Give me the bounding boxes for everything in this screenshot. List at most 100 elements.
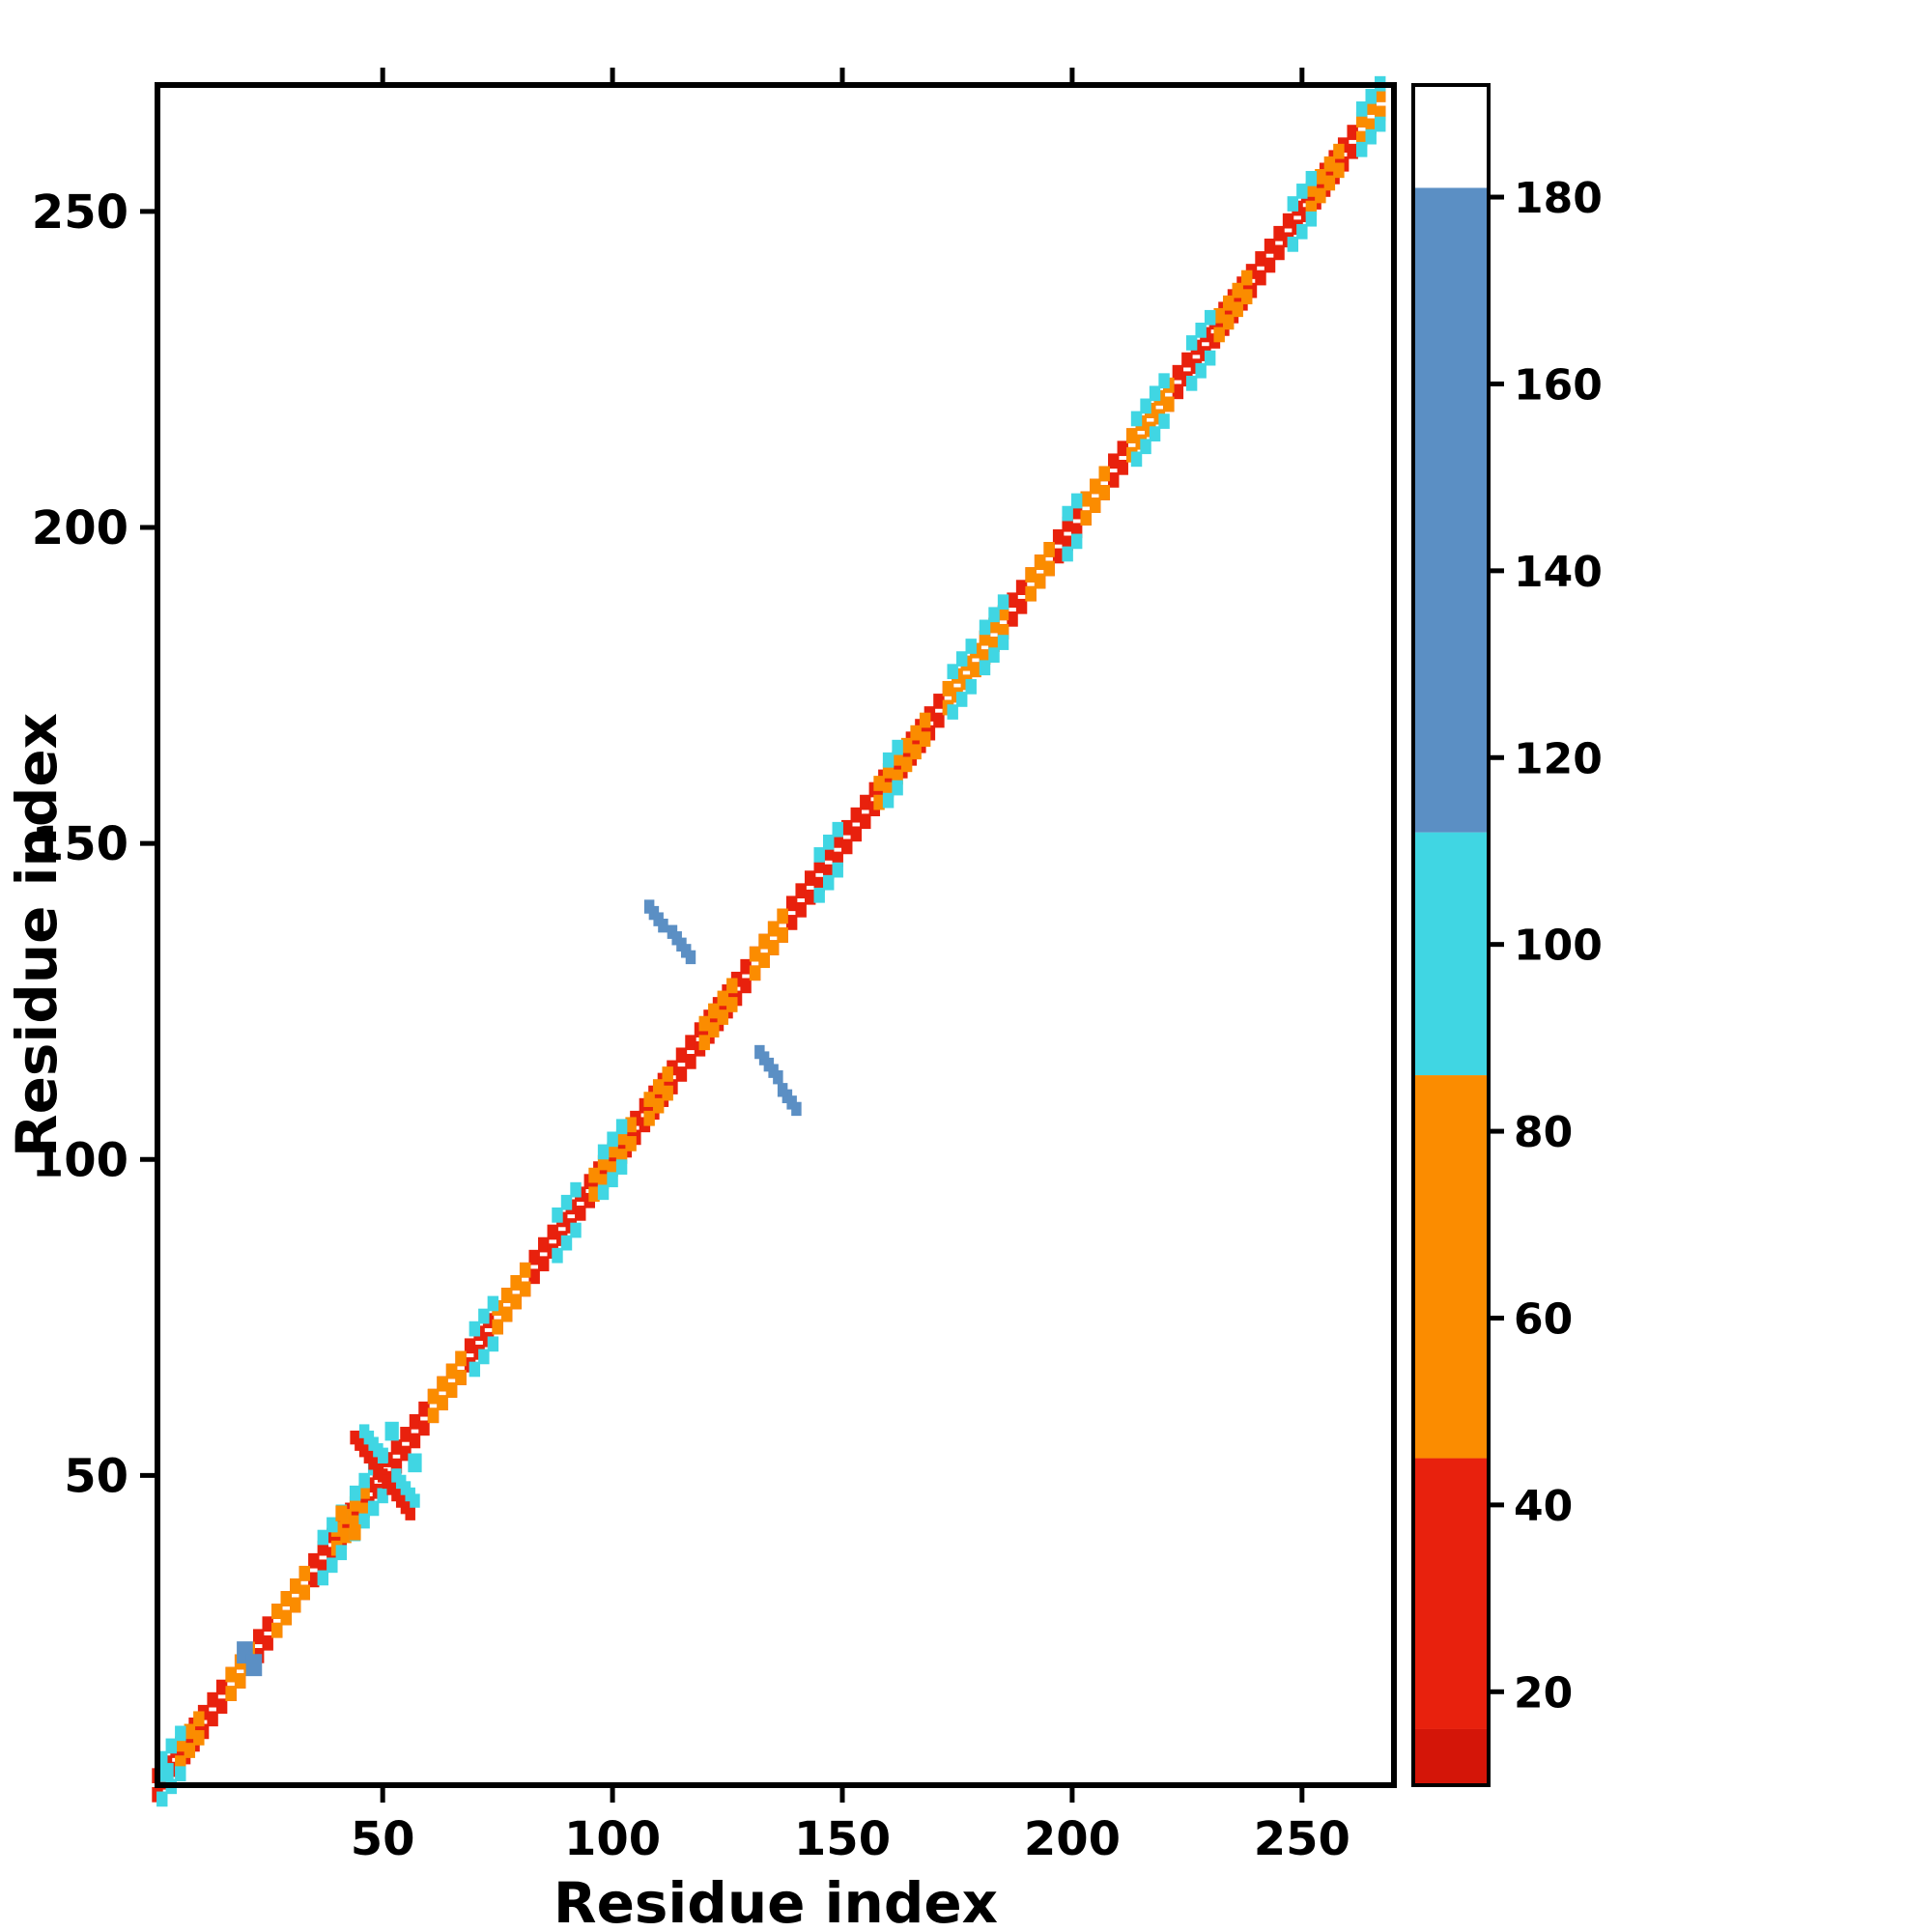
contact-cell: [349, 1485, 361, 1501]
contact-cell: [597, 1174, 610, 1190]
contact-cell: [1062, 546, 1073, 562]
contact-cell: [156, 1750, 168, 1767]
contact-cell: [1043, 542, 1055, 557]
contact-cell: [510, 1275, 522, 1291]
contact-cell: [708, 1003, 720, 1019]
contact-cell: [841, 838, 853, 855]
contact-cell: [685, 950, 696, 965]
contact-cell: [1375, 86, 1386, 102]
contact-cell: [860, 794, 871, 810]
contact-cell: [813, 876, 825, 893]
contact-cell: [1264, 238, 1276, 254]
contact-cell: [409, 1433, 421, 1449]
contact-cell: [349, 1495, 361, 1512]
contact-cell: [455, 1370, 467, 1385]
contact-cell: [418, 1420, 430, 1436]
contact-cell: [988, 637, 1000, 652]
contact-cell: [900, 737, 913, 753]
contact-cell: [785, 915, 798, 930]
contact-cell: [767, 940, 780, 955]
contact-cell: [988, 617, 1000, 634]
y-tick-label: 100: [32, 1133, 128, 1187]
contact-cell: [1365, 88, 1377, 104]
contact-cell: [892, 769, 903, 785]
contact-cell: [823, 834, 835, 850]
contact-cell: [1241, 289, 1253, 305]
contact-cell: [1195, 323, 1207, 338]
contact-cell: [317, 1570, 329, 1586]
contact-cell: [1043, 560, 1055, 577]
contact-cell: [570, 1222, 582, 1238]
contact-cell: [1296, 184, 1308, 199]
contact-cell: [813, 887, 825, 903]
contact-cell: [726, 978, 738, 994]
contact-cell: [892, 780, 903, 796]
contact-cell: [643, 1110, 655, 1126]
contact-cell: [873, 794, 885, 810]
contact-cell: [832, 833, 843, 848]
x-tick-label: 100: [564, 1812, 661, 1866]
contact-cell: [427, 1388, 440, 1405]
contact-cell: [391, 1468, 402, 1483]
contact-cell: [335, 1505, 348, 1521]
contact-cell: [1070, 523, 1083, 539]
contact-cell: [1158, 413, 1170, 429]
contact-cell: [997, 594, 1009, 611]
contact-cell: [1255, 251, 1266, 267]
contact-cell: [245, 1654, 263, 1677]
contact-cell: [560, 1235, 573, 1251]
contact-cell: [597, 1184, 610, 1201]
contact-cell: [308, 1552, 320, 1569]
contact-cell: [478, 1349, 490, 1365]
contact-cell: [882, 752, 895, 768]
contact-cell: [597, 1144, 610, 1160]
colorbar-segment: [1413, 1075, 1489, 1459]
contact-cell: [607, 1161, 618, 1177]
colorbar-tick-label: 40: [1514, 1482, 1573, 1531]
contact-cell: [528, 1249, 540, 1265]
contact-cell: [892, 750, 903, 766]
contact-cell: [445, 1363, 458, 1379]
contact-cell: [832, 862, 843, 878]
contact-cell: [537, 1236, 550, 1253]
contact-cell: [377, 1449, 388, 1463]
contact-cell: [1264, 257, 1276, 273]
contact-cell: [500, 1288, 513, 1303]
contact-cell: [965, 639, 977, 654]
contact-cell: [1204, 350, 1216, 366]
contact-cell: [795, 901, 807, 918]
contact-cell: [537, 1256, 550, 1272]
contact-cell: [1149, 385, 1161, 402]
contact-cell: [910, 724, 922, 741]
contact-cell: [445, 1382, 458, 1398]
contact-cell: [795, 883, 807, 899]
contact-cell: [777, 927, 788, 943]
contact-cell: [1108, 453, 1120, 469]
contact-cell: [252, 1629, 265, 1645]
contact-cell: [500, 1306, 513, 1322]
colorbar-tick-label: 120: [1514, 734, 1603, 783]
contact-cell: [823, 874, 835, 891]
contact-cell: [1185, 335, 1198, 351]
plot-border: [155, 82, 1397, 1788]
contact-cell: [1052, 548, 1065, 564]
contact-cell: [947, 664, 958, 680]
contact-cell: [804, 889, 816, 905]
contact-cell: [349, 1524, 361, 1541]
contact-cell: [873, 776, 885, 791]
contact-cell: [804, 870, 816, 886]
contact-cell: [1305, 200, 1318, 216]
contact-cell: [1355, 112, 1368, 128]
contact-cell: [652, 1079, 665, 1094]
contact-cell: [1185, 375, 1198, 391]
contact-cell: [159, 1763, 174, 1782]
contact-cell: [1305, 182, 1318, 197]
contact-cell: [1140, 439, 1151, 455]
contact-cell: [625, 1117, 637, 1133]
contact-cell: [942, 680, 954, 696]
contact-cell: [1062, 516, 1073, 532]
contact-cell: [560, 1194, 573, 1210]
contact-cell: [184, 1723, 196, 1740]
contact-cell: [882, 792, 895, 809]
contact-cell: [740, 978, 752, 994]
